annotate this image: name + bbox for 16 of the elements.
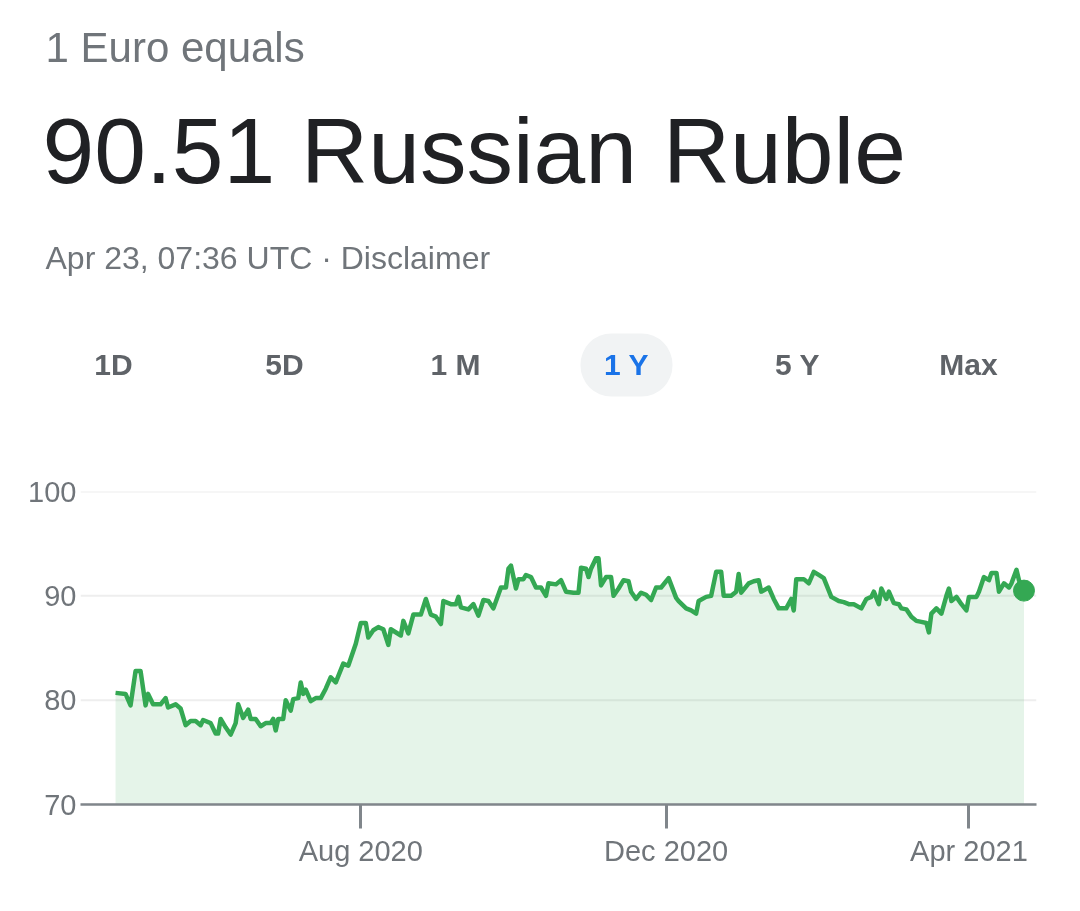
text: 1 Y (603, 348, 649, 381)
x-tick-label: Aug 2020 (298, 834, 423, 867)
text: 1 Euro equals (45, 24, 305, 71)
y-tick-label: 90 (44, 579, 77, 612)
y-tick-label: 80 (44, 684, 77, 717)
x-tick-label: Dec 2020 (604, 834, 729, 867)
text: 1D (94, 348, 133, 381)
text: 5 Y (774, 348, 820, 381)
y-tick-label: 100 (28, 475, 77, 508)
chart-subtitle: Apr 23, 07:36 UTC · Disclaimer (45, 239, 491, 276)
text: Max (939, 348, 998, 381)
text: 1 M (430, 348, 481, 381)
x-tick-label: Apr 2021 (910, 834, 1028, 867)
text: 5D (265, 348, 304, 381)
chart-title: 90.51 Russian Ruble (42, 98, 906, 203)
y-tick-label: 70 (44, 788, 77, 821)
